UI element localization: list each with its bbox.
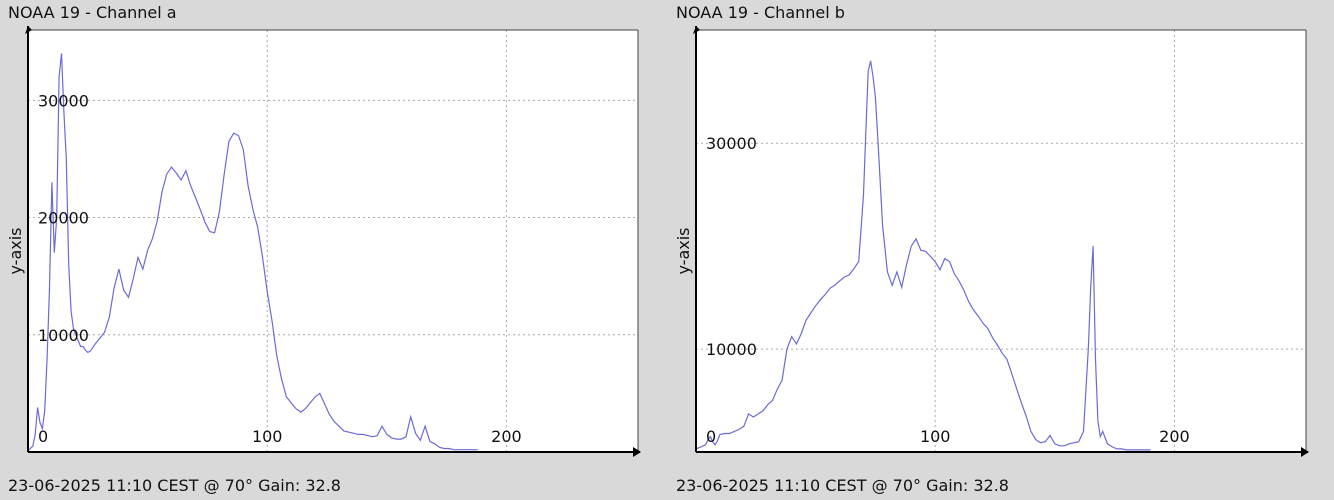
x-tick-label: 100 — [920, 427, 951, 446]
chart-title: NOAA 19 - Channel b — [676, 3, 845, 22]
chart-footer-timestamp: 23-06-2025 11:10 CEST @ 70° Gain: 32.8 — [676, 476, 1009, 495]
y-tick-label: 10000 — [706, 340, 757, 359]
x-tick-label: 0 — [706, 427, 716, 446]
y-tick-label: 30000 — [38, 91, 89, 110]
y-axis-title: y-axis — [6, 227, 25, 274]
y-tick-label: 30000 — [706, 134, 757, 153]
plot-area — [28, 30, 638, 452]
chart-panel-channel-b: NOAA 19 - Channel b 0 100 200 10000 30000 y-a… — [668, 0, 1320, 500]
line-chart-channel-a: 0 100 200 10000 20000 30000 y-axis — [6, 26, 641, 457]
x-tick-label: 0 — [38, 427, 48, 446]
chart-panel-channel-a: NOAA 19 - Channel a 0 100 200 10000 20000 300… — [0, 0, 652, 500]
x-axis-arrow — [1301, 447, 1309, 457]
x-tick-label: 200 — [491, 427, 522, 446]
x-tick-label: 100 — [252, 427, 283, 446]
series-line — [695, 60, 1151, 451]
series-line — [27, 53, 478, 452]
chart-footer-timestamp: 23-06-2025 11:10 CEST @ 70° Gain: 32.8 — [8, 476, 341, 495]
y-tick-label: 10000 — [38, 326, 89, 345]
y-tick-label: 20000 — [38, 209, 89, 228]
chart-title: NOAA 19 - Channel a — [8, 3, 177, 22]
y-axis-arrow — [25, 26, 32, 34]
plot-area — [696, 30, 1306, 452]
line-chart-channel-b: 0 100 200 10000 30000 y-axis — [674, 26, 1309, 457]
x-tick-label: 200 — [1159, 427, 1190, 446]
y-axis-title: y-axis — [674, 227, 693, 274]
x-axis-arrow — [633, 447, 641, 457]
y-axis-arrow — [693, 26, 700, 34]
